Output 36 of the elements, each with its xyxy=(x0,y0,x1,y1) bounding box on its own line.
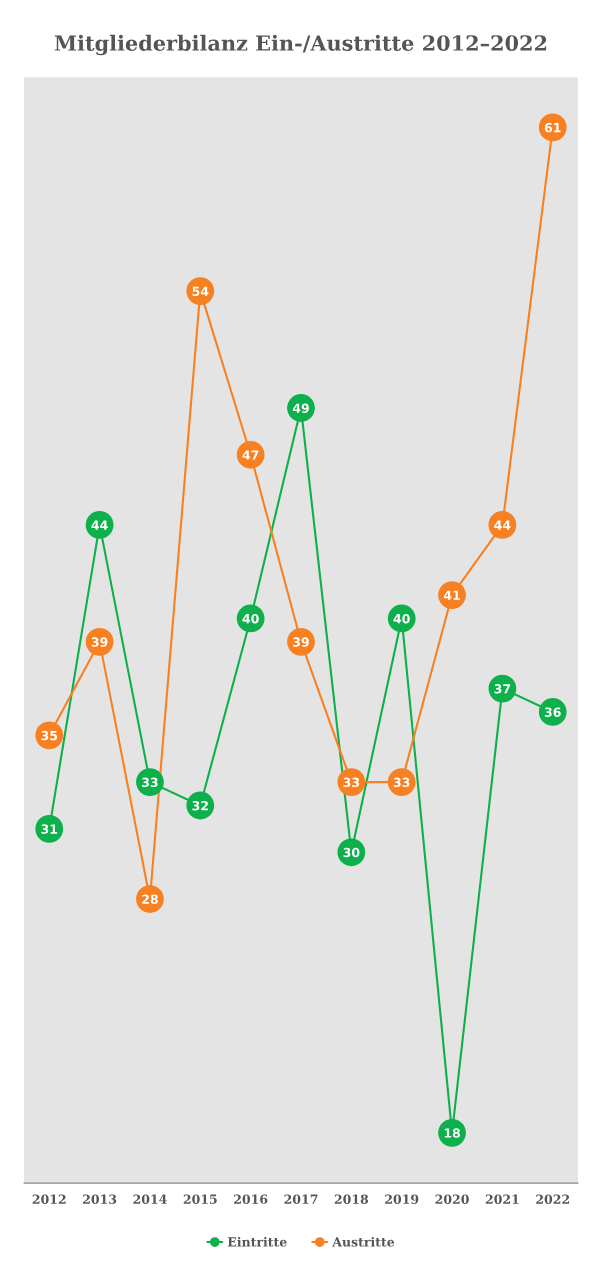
data-label: 36 xyxy=(544,707,561,717)
data-label: 54 xyxy=(192,286,209,297)
legend-label: Austritte xyxy=(332,1236,395,1247)
data-label: 30 xyxy=(343,847,360,858)
chart-title: Mitgliederbilanz Ein-/Austritte 2012–2022 xyxy=(54,34,547,56)
x-tick-label: 2015 xyxy=(183,1194,217,1204)
data-label: 44 xyxy=(494,520,511,530)
x-tick-label: 2020 xyxy=(435,1194,469,1204)
x-tick-label: 2014 xyxy=(133,1194,167,1204)
x-tick-label: 2012 xyxy=(32,1194,66,1204)
data-label: 61 xyxy=(544,122,561,133)
data-label: 18 xyxy=(444,1128,460,1138)
data-label: 37 xyxy=(494,684,511,694)
data-label: 33 xyxy=(393,777,410,788)
data-label: 31 xyxy=(41,824,58,834)
x-tick-label: 2018 xyxy=(334,1194,369,1204)
data-label: 33 xyxy=(142,777,158,788)
data-label: 40 xyxy=(393,613,410,624)
data-label: 35 xyxy=(41,730,58,741)
x-tick-label: 2021 xyxy=(485,1194,519,1204)
data-label: 44 xyxy=(91,520,108,530)
x-tick-label: 2013 xyxy=(83,1194,117,1204)
data-label: 39 xyxy=(91,637,108,647)
x-tick-label: 2022 xyxy=(536,1194,570,1204)
x-tick-label: 2019 xyxy=(385,1194,419,1204)
x-tick-label: 2017 xyxy=(284,1194,318,1204)
data-label: 33 xyxy=(343,777,360,788)
data-label: 41 xyxy=(443,590,460,600)
data-label: 32 xyxy=(192,800,208,811)
data-label: 39 xyxy=(293,637,309,647)
x-tick-label: 2016 xyxy=(234,1194,268,1204)
data-label: 47 xyxy=(242,450,259,460)
data-label: 40 xyxy=(242,613,259,624)
data-label: 28 xyxy=(142,894,158,904)
data-label: 49 xyxy=(292,403,309,413)
legend-label: Eintritte xyxy=(227,1236,287,1247)
